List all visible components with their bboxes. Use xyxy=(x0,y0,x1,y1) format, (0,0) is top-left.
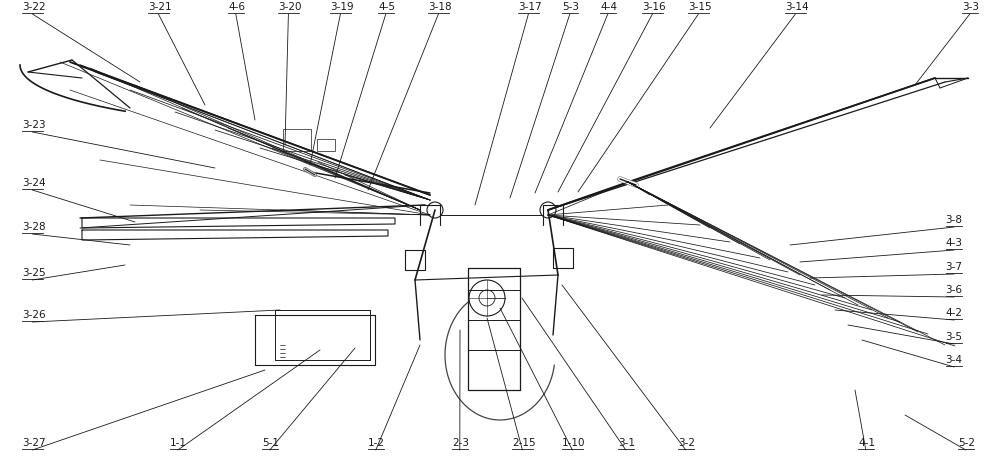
Text: 3-25: 3-25 xyxy=(22,268,46,278)
Text: 3-3: 3-3 xyxy=(962,2,979,12)
Text: 3-20: 3-20 xyxy=(278,2,302,12)
Text: 3-21: 3-21 xyxy=(148,2,172,12)
Text: 3-7: 3-7 xyxy=(945,262,962,272)
Text: 4-6: 4-6 xyxy=(228,2,245,12)
Text: 3-23: 3-23 xyxy=(22,120,46,130)
Text: 4-1: 4-1 xyxy=(858,438,875,448)
Text: 3-28: 3-28 xyxy=(22,222,46,232)
Text: 3-18: 3-18 xyxy=(428,2,452,12)
Bar xyxy=(317,139,335,151)
Text: 3-2: 3-2 xyxy=(678,438,695,448)
Text: 3-16: 3-16 xyxy=(642,2,666,12)
Text: 3-22: 3-22 xyxy=(22,2,46,12)
Text: 3-27: 3-27 xyxy=(22,438,46,448)
Bar xyxy=(283,129,311,151)
Text: 3-17: 3-17 xyxy=(518,2,542,12)
Text: 1-10: 1-10 xyxy=(562,438,586,448)
Text: 4-3: 4-3 xyxy=(945,238,962,248)
Text: 3-14: 3-14 xyxy=(785,2,809,12)
Text: 3-19: 3-19 xyxy=(330,2,354,12)
Text: 2-3: 2-3 xyxy=(452,438,469,448)
Text: 3-1: 3-1 xyxy=(618,438,635,448)
Text: 1-1: 1-1 xyxy=(170,438,187,448)
Text: 5-1: 5-1 xyxy=(262,438,279,448)
Text: 4-4: 4-4 xyxy=(600,2,617,12)
Text: 5-2: 5-2 xyxy=(958,438,975,448)
Text: 4-5: 4-5 xyxy=(378,2,395,12)
Text: 4-2: 4-2 xyxy=(945,308,962,318)
Text: 3-4: 3-4 xyxy=(945,355,962,365)
Text: 3-8: 3-8 xyxy=(945,215,962,225)
Text: 3-6: 3-6 xyxy=(945,285,962,295)
Text: 3-5: 3-5 xyxy=(945,332,962,342)
Text: 3-15: 3-15 xyxy=(688,2,712,12)
Text: 3-24: 3-24 xyxy=(22,178,46,188)
Text: 1-2: 1-2 xyxy=(368,438,385,448)
Text: 5-3: 5-3 xyxy=(562,2,579,12)
Text: 3-26: 3-26 xyxy=(22,310,46,320)
Text: 2-15: 2-15 xyxy=(512,438,536,448)
